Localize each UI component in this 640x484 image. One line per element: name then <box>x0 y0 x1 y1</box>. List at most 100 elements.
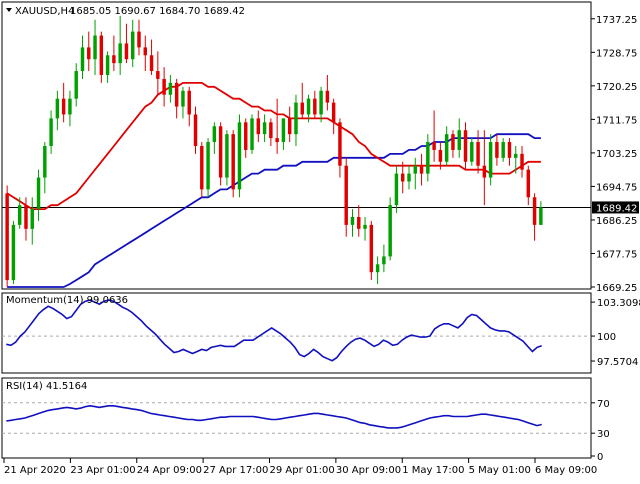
price-tick-label: 1737.25 <box>596 15 637 26</box>
price-tick-label: 1669.25 <box>596 283 637 294</box>
candle-up <box>281 118 286 143</box>
price-tick-label: 1711.75 <box>596 115 637 126</box>
candle-down <box>61 98 66 115</box>
candle-down <box>313 98 317 115</box>
candle-up <box>375 264 380 273</box>
candle-up <box>394 173 399 206</box>
candle-down <box>244 122 248 150</box>
price-tick-label: 1686.25 <box>596 216 637 227</box>
candle-down <box>338 122 342 166</box>
candle-up <box>74 71 78 99</box>
candle-up <box>250 118 254 150</box>
candle-up <box>130 31 135 60</box>
candle-down <box>451 134 455 150</box>
candle-down <box>325 90 330 103</box>
candle-down <box>5 193 9 281</box>
candle-down <box>331 102 336 123</box>
time-tick-label: 27 Apr 17:00 <box>203 465 268 476</box>
candle-up <box>43 145 47 178</box>
candle-down <box>438 149 443 162</box>
candle-down <box>507 142 512 158</box>
candle-up <box>118 43 122 64</box>
candle-up <box>36 177 41 210</box>
current-price-label: 1689.42 <box>596 203 637 214</box>
momentum-axis: 103.3098 100 97.5704 <box>591 298 640 368</box>
candle-down <box>357 216 361 229</box>
time-tick-label: 30 Apr 09:00 <box>336 465 401 476</box>
candle-down <box>275 138 279 143</box>
price-tick-label: 1677.75 <box>596 249 637 260</box>
time-tick-label: 1 May 17:00 <box>402 465 464 476</box>
current-price-badge <box>592 201 639 214</box>
time-tick-label: 29 Apr 01:00 <box>270 465 335 476</box>
candle-down <box>520 153 524 170</box>
candle-up <box>55 98 60 119</box>
candle-up <box>514 153 518 158</box>
momentum-line-layer <box>6 299 542 362</box>
candle-down <box>200 145 204 190</box>
candle-down <box>419 165 424 174</box>
candle-up <box>30 209 34 229</box>
momentum-tick-label: 100 <box>597 332 616 343</box>
candle-up <box>470 142 474 162</box>
candle-up <box>181 90 185 107</box>
momentum-line <box>6 299 542 362</box>
candle-down <box>162 78 166 95</box>
candle-up <box>225 134 229 178</box>
candle-down <box>174 82 179 107</box>
candle-up <box>501 142 505 158</box>
candle-up <box>457 130 461 150</box>
candle-up <box>388 205 392 257</box>
candle-down <box>300 102 304 115</box>
price-tick-label: 1720.25 <box>596 82 637 93</box>
momentum-panel[interactable] <box>1 292 592 374</box>
price-tick-label: 1728.75 <box>596 48 637 59</box>
candle-down <box>287 118 292 135</box>
ma-fast-layer <box>6 82 541 211</box>
candle-down <box>218 126 223 178</box>
candle-down <box>463 130 468 162</box>
rsi-panel[interactable] <box>1 377 592 459</box>
time-tick-label: 21 Apr 2020 <box>4 465 66 476</box>
candle-up <box>11 224 16 281</box>
ma-fast-line <box>6 82 541 211</box>
rsi-title: RSI(14) 41.5164 <box>6 381 87 392</box>
time-tick-label: 24 Apr 09:00 <box>137 465 202 476</box>
candle-up <box>413 165 418 174</box>
candle-up <box>212 126 217 143</box>
candle-up <box>488 142 493 178</box>
time-axis: 21 Apr 2020 23 Apr 01:00 24 Apr 09:00 27 Ap… <box>3 458 597 476</box>
rsi-axis: 70 30 0 <box>591 399 610 463</box>
candle-up <box>262 122 267 135</box>
candle-down <box>112 55 116 64</box>
candle-up <box>168 82 173 95</box>
candle-down <box>532 197 537 225</box>
candle-down <box>137 31 141 48</box>
rsi-line-layer <box>6 404 542 429</box>
candle-down <box>149 55 154 72</box>
price-tick-label: 1694.75 <box>596 182 637 193</box>
candle-down <box>87 47 91 60</box>
candle-down <box>99 35 104 75</box>
candle-up <box>49 118 53 146</box>
rsi-line <box>6 404 542 429</box>
momentum-title: Momentum(14) 99.0636 <box>6 295 128 306</box>
candle-down <box>231 134 235 190</box>
symbol-dropdown-icon[interactable] <box>6 8 12 12</box>
candle-down <box>143 47 148 56</box>
candle-up <box>539 207 543 225</box>
time-tick-label: 5 May 01:00 <box>469 465 531 476</box>
candle-up <box>80 47 85 72</box>
candle-down <box>187 90 191 115</box>
candle-up <box>93 35 97 60</box>
candle-up <box>306 98 311 115</box>
candle-down <box>432 142 436 150</box>
candle-up <box>382 256 386 265</box>
candle-down <box>482 165 487 178</box>
candle-up <box>350 216 355 225</box>
candle-down <box>369 224 374 273</box>
ohlc-readout: 1685.05 1690.67 1684.70 1689.42 <box>70 6 245 17</box>
candle-up <box>294 102 298 135</box>
time-tick-label: 23 Apr 01:00 <box>70 465 135 476</box>
